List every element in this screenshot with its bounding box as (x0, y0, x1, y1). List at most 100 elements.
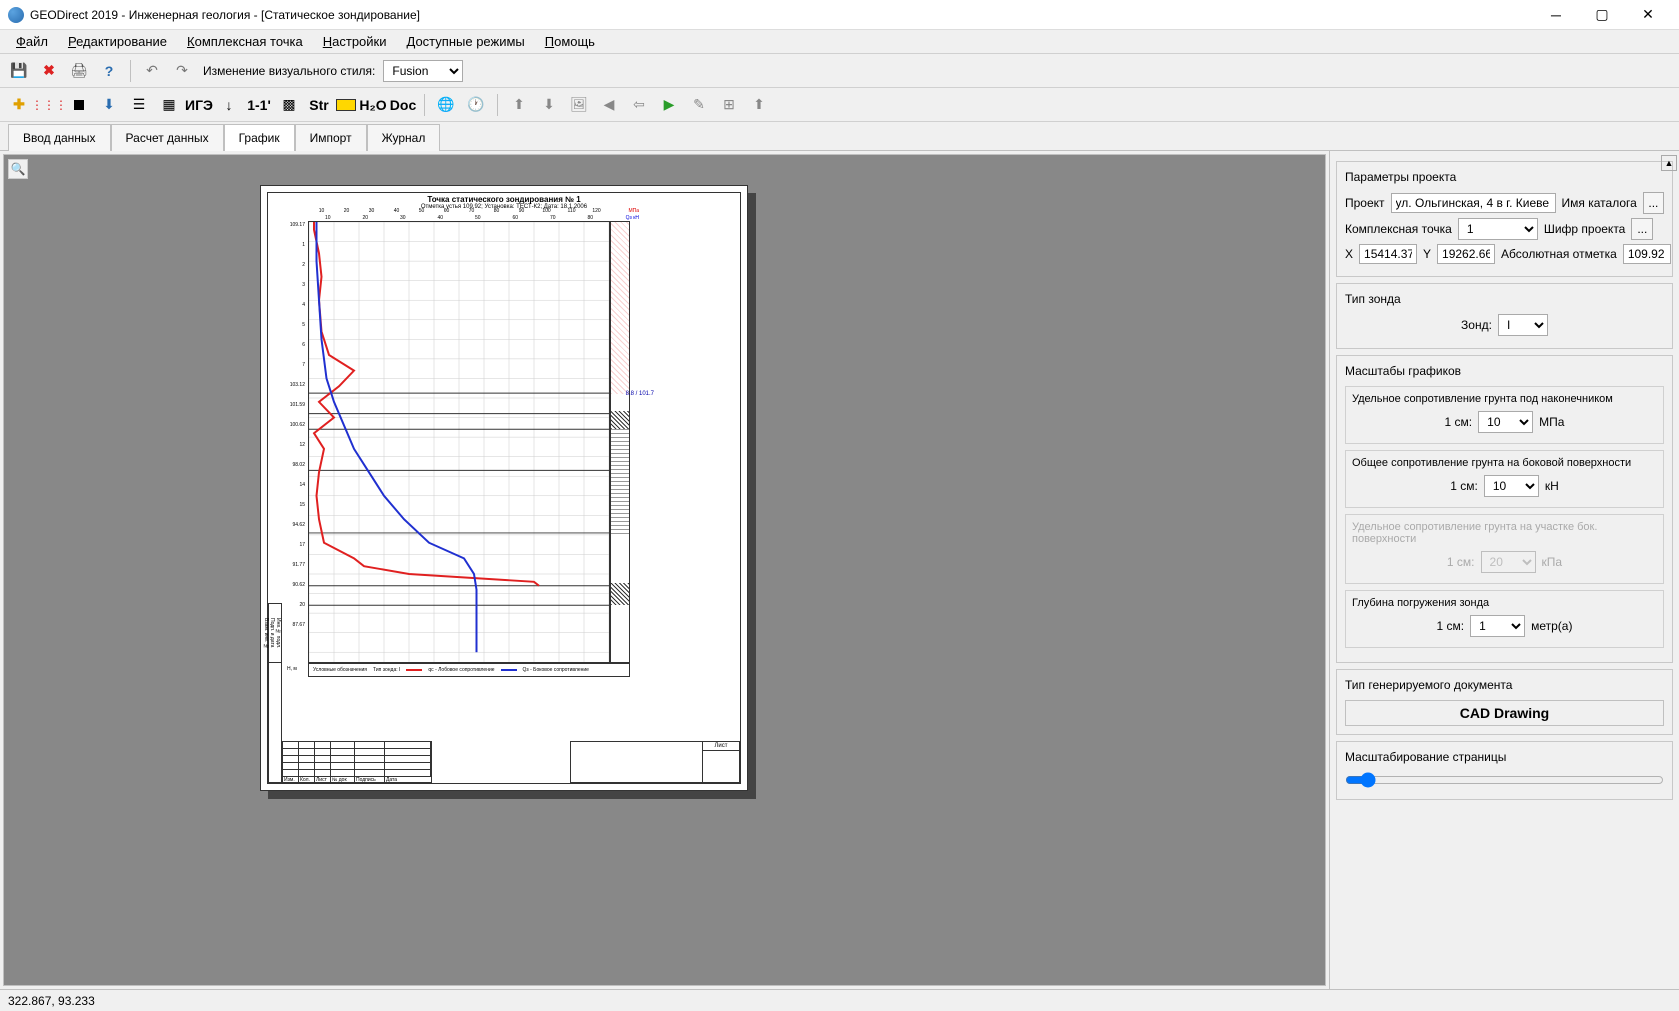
menu-file[interactable]: Файл (6, 31, 58, 52)
minimize-button[interactable]: ─ (1533, 0, 1579, 30)
y-label: Y (1423, 247, 1431, 261)
app-icon (8, 7, 24, 23)
doc-button[interactable]: Doc (390, 92, 416, 118)
canvas-toolstrip: 🔍 (8, 159, 28, 179)
delete-button[interactable]: ✖ (36, 58, 62, 84)
project-input[interactable] (1391, 193, 1556, 213)
status-bar: 322.867, 93.233 (0, 989, 1679, 1011)
menu-help[interactable]: Помощь (535, 31, 605, 52)
toolbar-main: 💾 ✖ 🖨 ? ↶ ↷ Изменение визуального стиля:… (0, 54, 1679, 88)
scale2-unit: кН (1545, 479, 1559, 493)
up2-icon[interactable]: ⬆ (746, 92, 772, 118)
square-icon[interactable] (66, 92, 92, 118)
grid-icon[interactable]: ▩ (276, 92, 302, 118)
ige-button[interactable]: ИГЭ (186, 92, 212, 118)
tab-calc[interactable]: Расчет данных (111, 124, 224, 151)
scales-title: Масштабы графиков (1345, 364, 1664, 378)
play-icon[interactable]: ▶ (656, 92, 682, 118)
prev-icon[interactable]: ◀ (596, 92, 622, 118)
x-label: X (1345, 247, 1353, 261)
add-button[interactable]: ✚ (6, 92, 32, 118)
scale4-prefix: 1 см: (1437, 619, 1465, 633)
y-input[interactable] (1437, 244, 1495, 264)
download-icon[interactable]: ⬇ (96, 92, 122, 118)
complex-label: Комплексная точка (1345, 222, 1452, 236)
close-button[interactable]: ✕ (1625, 0, 1671, 30)
tab-journal[interactable]: Журнал (367, 124, 441, 151)
align-icon[interactable]: ⊞ (716, 92, 742, 118)
scale1-select[interactable]: 10 (1478, 411, 1533, 433)
page-scale-slider[interactable] (1345, 772, 1664, 788)
probe-select[interactable]: I (1498, 314, 1548, 336)
zoom-icon[interactable]: 🔍 (8, 159, 28, 179)
help-button[interactable]: ? (96, 58, 122, 84)
redo-button[interactable]: ↷ (169, 58, 195, 84)
project-params-group: Параметры проекта Проект Имя каталога ..… (1336, 161, 1673, 277)
code-browse-button[interactable]: ... (1631, 218, 1653, 240)
undo-button[interactable]: ↶ (139, 58, 165, 84)
tab-import[interactable]: Импорт (295, 124, 367, 151)
complex-select[interactable]: 1 (1458, 218, 1538, 240)
scale2-group: Общее сопротивление грунта на боковой по… (1345, 450, 1664, 508)
clock-icon[interactable]: 🕐 (463, 92, 489, 118)
table-icon[interactable]: ▦ (156, 92, 182, 118)
list-icon[interactable]: ☰ (126, 92, 152, 118)
down-arrow-icon[interactable]: ⬇ (536, 92, 562, 118)
scale2-select[interactable]: 10 (1484, 475, 1539, 497)
str-button[interactable]: Str (306, 92, 332, 118)
window-title: GEODirect 2019 - Инженерная геология - [… (30, 8, 1533, 22)
stamp-left: Инв.№ подл. Подп. и дата Взам. инв. № (268, 603, 282, 783)
soil-column (610, 221, 630, 663)
stamp-right: Лист (570, 741, 740, 783)
h2o-button[interactable]: H₂O (360, 92, 386, 118)
tab-graph[interactable]: График (224, 124, 295, 151)
hatch-icon[interactable]: ⋮⋮⋮ (36, 92, 62, 118)
x-input[interactable] (1359, 244, 1417, 264)
x-axis-top2: 10 20 30 40 50 60 70 80 (309, 215, 609, 221)
chart-plot: 10 20 30 40 50 60 70 80 90 100 110 120 М… (308, 221, 610, 663)
toolbar-tools: ✚ ⋮⋮⋮ ⬇ ☰ ▦ ИГЭ ↓ 1-1' ▩ Str H₂O Doc 🌐 🕐… (0, 88, 1679, 122)
stamp-table: Изм. Кол. Лист № док Подпись Дата (282, 741, 432, 783)
scale4-group: Глубина погружения зонда 1 см: 1 метр(а) (1345, 590, 1664, 648)
main-area: 🔍 Точка статического зондирования № 1 От… (0, 150, 1679, 989)
scale1-prefix: 1 см: (1445, 415, 1473, 429)
legend-red-swatch (406, 669, 422, 671)
arrow-down-icon[interactable]: ↓ (216, 92, 242, 118)
y-bottom-label: Н, м (287, 666, 297, 672)
titlebar: GEODirect 2019 - Инженерная геология - [… (0, 0, 1679, 30)
canvas[interactable]: 🔍 Точка статического зондирования № 1 От… (3, 154, 1326, 986)
x-unit-top: МПа (628, 208, 639, 214)
scale2-title: Общее сопротивление грунта на боковой по… (1352, 457, 1657, 469)
doctype-value[interactable]: CAD Drawing (1345, 700, 1664, 726)
back-icon[interactable]: ⇦ (626, 92, 652, 118)
catalog-browse-button[interactable]: ... (1643, 192, 1664, 214)
print-button[interactable]: 🖨 (66, 58, 92, 84)
project-params-title: Параметры проекта (1345, 170, 1664, 184)
scale4-select[interactable]: 1 (1470, 615, 1525, 637)
doctype-group: Тип генерируемого документа CAD Drawing (1336, 669, 1673, 735)
globe-icon[interactable]: 🌐 (433, 92, 459, 118)
edit-icon[interactable]: ✎ (686, 92, 712, 118)
image-icon[interactable]: 🖼 (566, 92, 592, 118)
separator (497, 94, 498, 116)
scale3-title: Удельное сопротивление грунта на участке… (1352, 521, 1657, 545)
separator (130, 60, 131, 82)
menu-edit[interactable]: Редактирование (58, 31, 177, 52)
up-arrow-icon[interactable]: ⬆ (506, 92, 532, 118)
legend: Условные обозначения Тип зонда: I qc - Л… (308, 663, 630, 677)
menu-complex[interactable]: Комплексная точка (177, 31, 313, 52)
save-button[interactable]: 💾 (6, 58, 32, 84)
ruler-icon[interactable] (336, 99, 356, 111)
style-select[interactable]: Fusion (383, 60, 463, 82)
scale4-title: Глубина погружения зонда (1352, 597, 1657, 609)
maximize-button[interactable]: ▢ (1579, 0, 1625, 30)
scale3-unit: кПа (1542, 555, 1563, 569)
menu-settings[interactable]: Настройки (313, 31, 397, 52)
tab-input[interactable]: Ввод данных (8, 124, 111, 151)
status-coords: 322.867, 93.233 (8, 994, 95, 1008)
one-one-button[interactable]: 1-1' (246, 92, 272, 118)
menu-modes[interactable]: Доступные режимы (397, 31, 535, 52)
abs-input[interactable] (1623, 244, 1671, 264)
scroll-top-button[interactable]: ▲ (1661, 155, 1677, 171)
probe-type-group: Тип зонда Зонд: I (1336, 283, 1673, 349)
